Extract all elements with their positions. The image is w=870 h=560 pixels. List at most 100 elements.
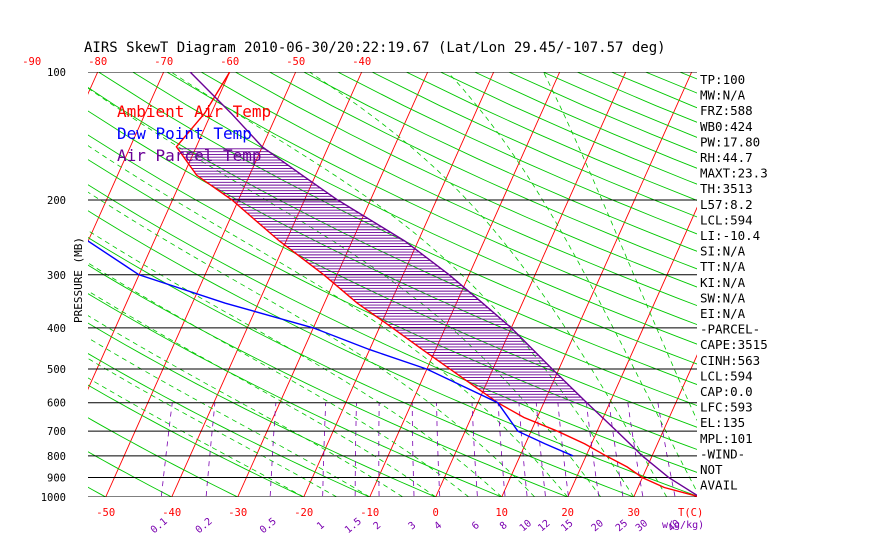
dry-adiabat-line [88, 293, 502, 497]
dry-adiabat-line [88, 264, 568, 497]
mixing-ratio-line [586, 402, 600, 497]
ambient-air-temp-line [175, 72, 697, 497]
mixing-ratio-tick-label: 3 [407, 520, 419, 532]
pressure-tick-label: 700 [47, 426, 66, 438]
dry-adiabat-line [200, 72, 697, 307]
bottom-temperature-tick-label: 0 [433, 507, 439, 519]
mixing-ratio-tick-label: 6 [470, 520, 482, 532]
mixing-ratio-tick-label: 0.1 [149, 516, 170, 536]
mixing-ratio-line [557, 402, 569, 497]
stat-line: CAP:0.0 [700, 384, 753, 399]
bottom-temperature-tick-label: -10 [360, 507, 379, 519]
moist-adiabat-line [88, 230, 502, 497]
isotherm-line [88, 72, 231, 391]
moist-adiabat-line [88, 145, 569, 497]
background-lines [0, 72, 870, 497]
mixing-ratio-line [205, 402, 216, 497]
mixing-ratio-line [160, 402, 173, 497]
isotherm-line [237, 72, 429, 497]
dry-adiabat-line [166, 72, 697, 326]
stat-line: KI:N/A [700, 275, 746, 290]
mixing-ratio-tick-label: 4 [432, 520, 444, 532]
stat-line: -PARCEL- [700, 322, 760, 337]
stat-line: MW:N/A [700, 88, 746, 103]
mixing-ratio-tick-label: 10 [518, 518, 534, 534]
isotherm-line [303, 72, 495, 497]
mixing-ratio-unit: w(g/kg) [662, 520, 704, 531]
mixing-ratio-line [608, 402, 624, 497]
isotherm-line [435, 72, 627, 497]
stat-line: EL:135 [700, 415, 745, 430]
mixing-ratio-tick-label: 30 [634, 518, 650, 534]
bottom-temperature-tick-label: -50 [96, 507, 115, 519]
dry-adiabat-line [88, 237, 634, 497]
isotherm-line [105, 72, 297, 497]
moist-adiabat-line [88, 377, 304, 497]
chart-title: AIRS SkewT Diagram 2010-06-30/20:22:19.6… [84, 40, 666, 56]
mixing-ratio-line [322, 402, 327, 497]
mixing-ratio-line [497, 402, 506, 497]
bottom-temperature-tick-label: 10 [495, 507, 508, 519]
legend-entry: Dew Point Temp [117, 124, 252, 143]
dry-adiabat-line [0, 72, 40, 497]
mixing-ratio-tick-label: 1.5 [343, 516, 364, 536]
top-temperature-tick-labels: -120-110-100-90-80-70-60-50-40 [22, 56, 371, 68]
mixing-ratio-tick-label: 2 [372, 520, 384, 532]
top-temperature-tick-label: -40 [352, 56, 371, 68]
dry-adiabat-line [371, 72, 697, 218]
mixing-ratio-tick-label: 0.5 [258, 516, 279, 536]
pressure-tick-label: 100 [47, 67, 66, 79]
dry-adiabat-line [88, 417, 238, 497]
dry-adiabat-line [88, 451, 172, 497]
pressure-tick-label: 900 [47, 473, 66, 485]
top-temperature-tick-label: -60 [220, 56, 239, 68]
pressure-tick-label: 200 [47, 195, 66, 207]
isotherm-line [88, 72, 165, 243]
dry-adiabat-line [88, 210, 697, 497]
stat-line: LCL:594 [700, 368, 753, 383]
mixing-ratio-line [269, 402, 277, 497]
legend: Ambient Air Temp Dew Point Temp Air Parcel… [117, 102, 271, 165]
isotherm-line [369, 72, 561, 497]
dry-adiabat-line [406, 72, 697, 201]
moist-adiabat-line [88, 290, 436, 497]
profile-lines [88, 72, 697, 497]
mixing-ratio-line [518, 402, 528, 497]
top-temperature-tick-label: -50 [286, 56, 305, 68]
moist-adiabat-line [88, 315, 403, 497]
moist-adiabat-line [447, 72, 697, 493]
dry-adiabat-line [303, 72, 697, 252]
dry-adiabat-line [88, 322, 436, 497]
stat-line: FRZ:588 [700, 103, 753, 118]
pressure-tick-labels: 100 200 300 400 500 600 700 800 900 1000 [41, 67, 66, 504]
air-parcel-temp-line [189, 72, 697, 497]
y-axis-title: PRESSURE (MB) [72, 237, 85, 323]
top-temperature-tick-label: -80 [88, 56, 107, 68]
dry-adiabat-line [337, 72, 697, 235]
dry-adiabat-line [269, 72, 697, 270]
mixing-ratio-tick-label: 0.2 [194, 516, 215, 536]
moist-adiabat-line [543, 72, 697, 422]
stat-line: L57:8.2 [700, 197, 753, 212]
bottom-temperature-tick-label: -30 [228, 507, 247, 519]
bottom-temperature-tick-label: 30 [627, 507, 640, 519]
bottom-temperature-tick-label: -40 [162, 507, 181, 519]
stat-line: WB0:424 [700, 119, 753, 134]
pressure-tick-label: 300 [47, 270, 66, 282]
legend-entry: Air Parcel Temp [117, 146, 262, 165]
stat-line: MPL:101 [700, 431, 753, 446]
dew-point-temp-line [88, 240, 574, 457]
bottom-temperature-unit: T(C) [678, 507, 703, 519]
stat-line: LI:-10.4 [700, 228, 760, 243]
stat-line: LFC:593 [700, 400, 753, 415]
stat-line: EI:N/A [700, 306, 746, 321]
stat-line: CINH:563 [700, 353, 760, 368]
dry-adiabat-line [88, 134, 697, 428]
stat-line: MAXT:23.3 [700, 166, 768, 181]
legend-entry: Ambient Air Temp [117, 102, 271, 121]
mixing-ratio-tick-label: 25 [614, 518, 630, 534]
isotherm-line [766, 72, 870, 497]
moist-adiabat-line [88, 337, 370, 497]
cape-shading [177, 148, 587, 404]
stat-line: TT:N/A [700, 259, 746, 274]
